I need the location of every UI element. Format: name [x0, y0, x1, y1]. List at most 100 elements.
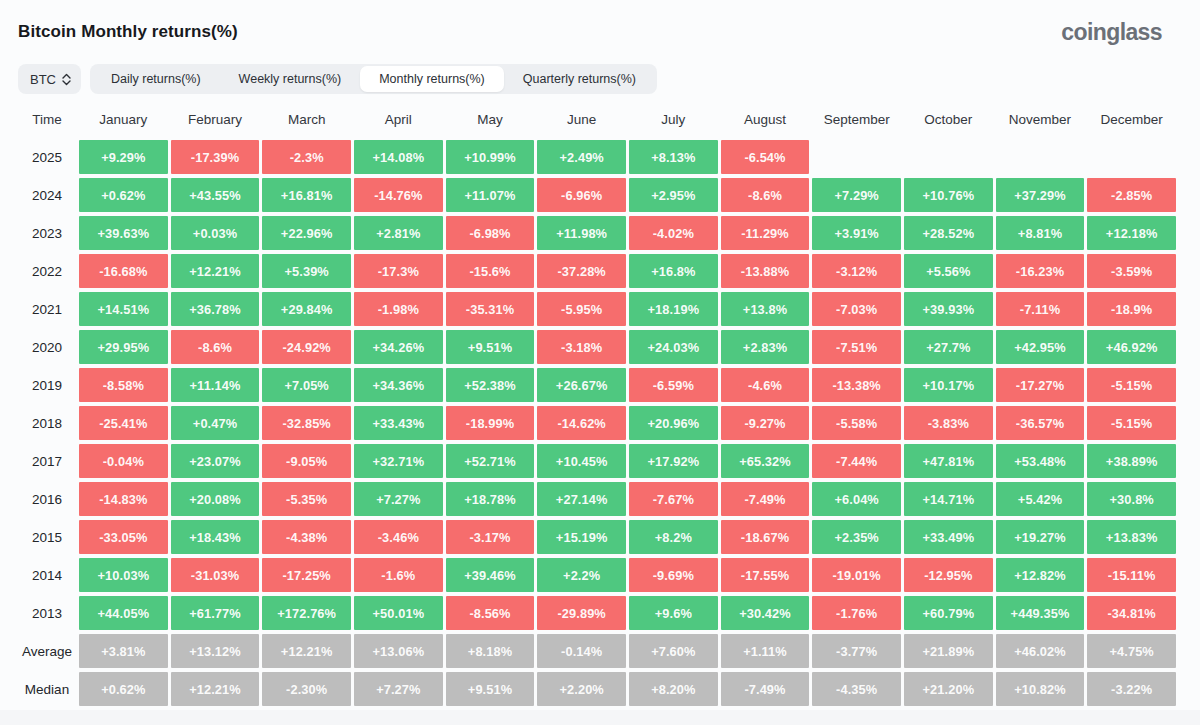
return-cell: +3.81%: [79, 634, 168, 668]
return-cell: +14.08%: [354, 140, 443, 174]
return-cell: +14.71%: [904, 482, 993, 516]
row-label: 2013: [18, 596, 76, 630]
topbar: Bitcoin Monthly returns(%) coinglass: [0, 0, 1200, 48]
return-cell: [996, 140, 1085, 174]
return-cell: -5.58%: [812, 406, 901, 440]
return-cell: +42.95%: [996, 330, 1085, 364]
return-cell: +9.6%: [629, 596, 718, 630]
row-label: 2023: [18, 216, 76, 250]
return-cell: -6.54%: [721, 140, 810, 174]
return-cell: -6.96%: [537, 178, 626, 212]
return-cell: +8.2%: [629, 520, 718, 554]
return-cell: +50.01%: [354, 596, 443, 630]
return-cell: -2.30%: [262, 672, 351, 706]
return-cell: +38.89%: [1087, 444, 1176, 478]
tab-monthly-returns[interactable]: Monthly returns(%): [360, 66, 504, 92]
return-cell: -3.12%: [812, 254, 901, 288]
return-cell: +7.27%: [354, 482, 443, 516]
row-label: Average: [18, 634, 76, 668]
return-cell: -9.69%: [629, 558, 718, 592]
return-cell: +8.18%: [446, 634, 535, 668]
return-cell: +2.20%: [537, 672, 626, 706]
return-cell: -7.11%: [996, 292, 1085, 326]
return-cell: -12.95%: [904, 558, 993, 592]
symbol-select[interactable]: BTC: [18, 64, 81, 94]
return-cell: -5.15%: [1087, 368, 1176, 402]
return-cell: -34.81%: [1087, 596, 1176, 630]
return-cell: -24.92%: [262, 330, 351, 364]
return-cell: +10.76%: [904, 178, 993, 212]
return-cell: [812, 140, 901, 174]
return-cell: +65.32%: [721, 444, 810, 478]
returns-tabstrip: Daily returns(%) Weekly returns(%) Month…: [90, 64, 657, 94]
return-cell: -7.49%: [721, 482, 810, 516]
month-column-header: December: [1087, 102, 1176, 136]
return-cell: +19.27%: [996, 520, 1085, 554]
row-label: 2020: [18, 330, 76, 364]
return-cell: -29.89%: [537, 596, 626, 630]
return-cell: -9.05%: [262, 444, 351, 478]
return-cell: +43.55%: [171, 178, 260, 212]
return-cell: -31.03%: [171, 558, 260, 592]
return-cell: +7.05%: [262, 368, 351, 402]
return-cell: -6.98%: [446, 216, 535, 250]
return-cell: +0.47%: [171, 406, 260, 440]
return-cell: -5.95%: [537, 292, 626, 326]
return-cell: +22.96%: [262, 216, 351, 250]
row-label: 2022: [18, 254, 76, 288]
return-cell: +33.43%: [354, 406, 443, 440]
return-cell: -16.68%: [79, 254, 168, 288]
return-cell: -0.04%: [79, 444, 168, 478]
return-cell: -13.38%: [812, 368, 901, 402]
return-cell: +29.84%: [262, 292, 351, 326]
return-cell: +2.81%: [354, 216, 443, 250]
return-cell: -3.83%: [904, 406, 993, 440]
return-cell: +28.52%: [904, 216, 993, 250]
return-cell: +1.11%: [721, 634, 810, 668]
return-cell: -2.3%: [262, 140, 351, 174]
tab-daily-returns[interactable]: Daily returns(%): [92, 66, 220, 92]
return-cell: +10.45%: [537, 444, 626, 478]
return-cell: -7.49%: [721, 672, 810, 706]
return-cell: +36.78%: [171, 292, 260, 326]
return-cell: -17.25%: [262, 558, 351, 592]
return-cell: +4.75%: [1087, 634, 1176, 668]
return-cell: +13.12%: [171, 634, 260, 668]
return-cell: -8.6%: [171, 330, 260, 364]
return-cell: -8.6%: [721, 178, 810, 212]
return-cell: -9.27%: [721, 406, 810, 440]
return-cell: -17.3%: [354, 254, 443, 288]
row-label: 2016: [18, 482, 76, 516]
return-cell: +13.06%: [354, 634, 443, 668]
return-cell: -3.17%: [446, 520, 535, 554]
month-column-header: January: [79, 102, 168, 136]
return-cell: +5.39%: [262, 254, 351, 288]
month-column-header: June: [537, 102, 626, 136]
return-cell: +52.38%: [446, 368, 535, 402]
return-cell: +53.48%: [996, 444, 1085, 478]
return-cell: +30.8%: [1087, 482, 1176, 516]
return-cell: +10.17%: [904, 368, 993, 402]
month-column-header: April: [354, 102, 443, 136]
return-cell: +34.36%: [354, 368, 443, 402]
return-cell: -4.6%: [721, 368, 810, 402]
returns-grid: TimeJanuaryFebruaryMarchAprilMayJuneJuly…: [18, 102, 1176, 706]
month-column-header: February: [171, 102, 260, 136]
return-cell: +12.18%: [1087, 216, 1176, 250]
return-cell: -1.6%: [354, 558, 443, 592]
return-cell: +12.21%: [171, 672, 260, 706]
tab-quarterly-returns[interactable]: Quarterly returns(%): [504, 66, 655, 92]
return-cell: -8.56%: [446, 596, 535, 630]
return-cell: -16.23%: [996, 254, 1085, 288]
page-title: Bitcoin Monthly returns(%): [18, 22, 238, 42]
return-cell: +2.2%: [537, 558, 626, 592]
return-cell: +11.14%: [171, 368, 260, 402]
return-cell: +11.98%: [537, 216, 626, 250]
return-cell: -3.22%: [1087, 672, 1176, 706]
return-cell: -5.15%: [1087, 406, 1176, 440]
return-cell: +449.35%: [996, 596, 1085, 630]
tab-weekly-returns[interactable]: Weekly returns(%): [220, 66, 361, 92]
month-column-header: August: [721, 102, 810, 136]
return-cell: +47.81%: [904, 444, 993, 478]
month-column-header: July: [629, 102, 718, 136]
